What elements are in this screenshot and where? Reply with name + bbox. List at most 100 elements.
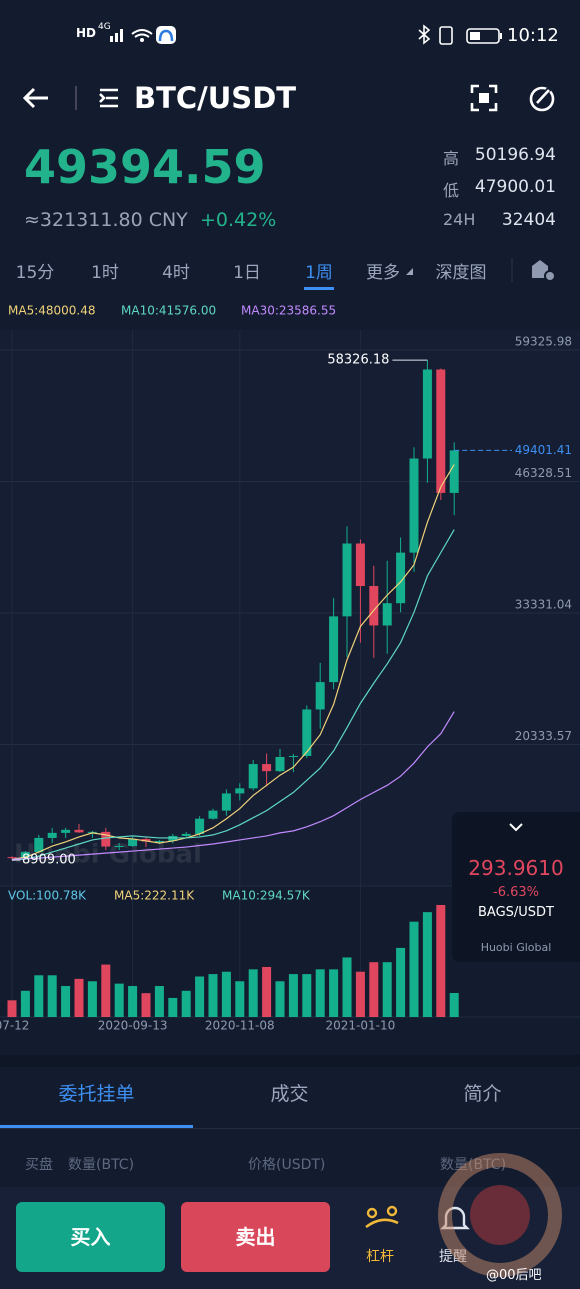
volume-bar [409, 921, 419, 1017]
header-actions[interactable] [470, 84, 560, 114]
candle-body [422, 369, 432, 459]
clock: 10:12 [507, 25, 559, 46]
volume-label: 24H [443, 210, 476, 229]
candle-body [141, 838, 151, 842]
status-icons [110, 26, 176, 44]
candle-body [34, 837, 44, 853]
min-label: 8909.00 [22, 853, 76, 868]
high-value: 50196.94 [474, 145, 556, 165]
book-header: 价格(USDT) [248, 1157, 326, 1173]
order-tab[interactable]: 简介 [463, 1083, 502, 1105]
buy-button[interactable]: 买入 [16, 1202, 165, 1272]
candle-body [47, 832, 57, 838]
candle-body [74, 829, 84, 833]
last-price-label: 49401.41 [515, 443, 572, 457]
kline-chart: Huobi Global 59325.98 46328.51 33331.04 203… [0, 290, 580, 1045]
depth-tab[interactable]: 深度图 [435, 263, 487, 283]
volume-bar [195, 976, 205, 1017]
volume-legend: VOL:100.78K [8, 889, 87, 903]
volume-bar [20, 990, 30, 1017]
interval-tab-active[interactable]: 1周 [305, 263, 333, 283]
popup-pair: BAGS/USDT [477, 905, 554, 920]
volume-bar [262, 966, 272, 1017]
volume-bar [315, 969, 325, 1017]
volume-bar [422, 912, 432, 1017]
candle-body [449, 450, 459, 493]
candle-body [61, 829, 71, 833]
y-tick-label: 20333.57 [515, 729, 572, 743]
volume-bar [221, 971, 231, 1017]
volume-bar [382, 962, 392, 1017]
low-value: 47900.01 [474, 177, 556, 197]
volume-value: 32404 [501, 210, 556, 230]
volume-bar [87, 981, 97, 1017]
header-icons[interactable] [20, 84, 130, 114]
volume-bar [342, 957, 352, 1017]
volume-ma10-legend: MA10:294.57K [222, 889, 311, 903]
volume-bar [369, 962, 379, 1017]
order-tab-active[interactable]: 委托挂单 [58, 1083, 135, 1105]
popup-change: -6.63% [493, 885, 539, 900]
candle-body [128, 838, 138, 847]
mini-ticker-popup[interactable]: 293.9610 -6.63% BAGS/USDT Huobi Global [452, 812, 580, 962]
low-label: 低 [443, 181, 460, 200]
signal-label: 4G [98, 22, 111, 32]
collapse-icon[interactable] [508, 822, 524, 832]
network-badge: HD [76, 26, 97, 40]
candle-body [409, 458, 419, 553]
candle-body [195, 818, 205, 834]
y-tick-label: 46328.51 [515, 466, 572, 480]
sell-button[interactable]: 卖出 [181, 1202, 330, 1272]
volume-bar [101, 964, 111, 1017]
divider [0, 1128, 580, 1129]
ma30-legend: MA30:23586.55 [241, 304, 336, 318]
volume-bar [34, 975, 44, 1017]
leverage-icon[interactable] [364, 1205, 400, 1231]
interval-tab[interactable]: 1时 [91, 263, 119, 283]
more-tab[interactable]: 更多 [366, 263, 400, 283]
chart-settings[interactable] [510, 256, 560, 284]
pair-title[interactable]: BTC/USDT [134, 81, 297, 115]
volume-bar [436, 905, 446, 1017]
popup-price: 293.9610 [468, 856, 564, 880]
interval-tab[interactable]: 15分 [15, 263, 55, 283]
volume-bar [141, 993, 151, 1017]
order-tab[interactable]: 成交 [270, 1083, 309, 1105]
volume-bar [154, 986, 164, 1017]
candle-body [221, 793, 231, 811]
volume-bar [47, 975, 57, 1017]
candle-body [396, 552, 406, 604]
interval-tab[interactable]: 4时 [162, 263, 190, 283]
book-header: 数量(BTC) [68, 1157, 135, 1173]
cny-price: ≈321311.80 CNY [24, 209, 188, 231]
candle-body [235, 788, 245, 794]
tab-underline [304, 287, 334, 290]
price-change: +0.42% [200, 209, 277, 231]
volume-bar [74, 978, 84, 1017]
max-label: 58326.18 [327, 353, 389, 368]
x-tick-label: 2020-09-13 [98, 1019, 168, 1033]
last-price: 49394.59 [24, 140, 266, 194]
candle-body [20, 852, 30, 858]
candle-body [329, 616, 339, 683]
ma5-legend: MA5:48000.48 [8, 304, 96, 318]
volume-bar [449, 992, 459, 1017]
status-right-icons [418, 24, 502, 45]
interval-tab[interactable]: 1日 [233, 263, 261, 283]
volume-bar [208, 974, 218, 1017]
volume-bar [181, 990, 191, 1017]
volume-bar [168, 997, 178, 1017]
more-caret [406, 268, 413, 275]
y-tick-label: 33331.04 [515, 598, 572, 612]
ma-line [11, 529, 455, 861]
candle-body [262, 764, 272, 772]
ma-line [11, 711, 455, 860]
volume-bar [235, 981, 245, 1017]
tool-label[interactable]: 杠杆 [366, 1249, 394, 1265]
volume-bar [275, 981, 285, 1017]
price-pane [0, 330, 580, 885]
volume-bar [355, 971, 365, 1017]
candle-body [181, 833, 191, 836]
volume-bar [128, 986, 138, 1017]
